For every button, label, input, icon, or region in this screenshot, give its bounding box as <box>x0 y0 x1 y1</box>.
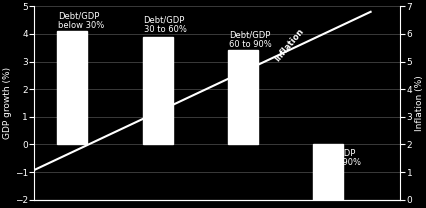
Text: Debt/GDP
60 to 90%: Debt/GDP 60 to 90% <box>228 30 271 49</box>
Text: Debt/GDP
30 to 60%: Debt/GDP 30 to 60% <box>143 15 186 34</box>
Bar <box>227 51 257 144</box>
Y-axis label: Inflation (%): Inflation (%) <box>414 75 423 131</box>
Text: Debt/GDP
below 30%: Debt/GDP below 30% <box>58 11 104 30</box>
Text: Inflation: Inflation <box>273 27 305 63</box>
Text: Debt/GDP
above 90%: Debt/GDP above 90% <box>313 149 360 167</box>
Bar <box>142 37 172 144</box>
Bar <box>312 144 342 205</box>
Bar <box>58 31 87 144</box>
Y-axis label: GDP growth (%): GDP growth (%) <box>3 67 12 139</box>
